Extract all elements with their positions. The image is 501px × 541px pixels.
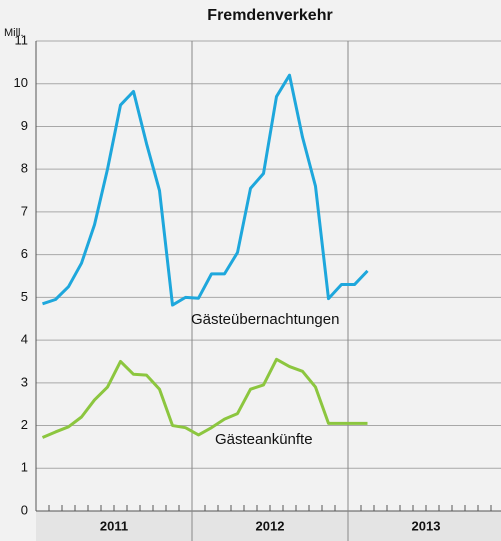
y-tick-label: 7: [21, 203, 28, 218]
x-axis-band: [36, 511, 501, 541]
y-axis-label: Mill.: [4, 27, 24, 39]
chart-title: Fremdenverkehr: [207, 7, 332, 24]
y-tick-label: 6: [21, 246, 28, 261]
y-tick-label: 1: [21, 460, 28, 475]
y-tick-label: 9: [21, 118, 28, 133]
y-tick-label: 0: [21, 502, 28, 517]
x-tick-label: 2011: [100, 518, 128, 533]
y-tick-label: 2: [21, 417, 28, 432]
y-tick-label: 3: [21, 374, 28, 389]
series-label: Gästeankünfte: [215, 431, 313, 448]
y-tick-label: 11: [15, 32, 29, 47]
y-tick-label: 10: [14, 75, 28, 90]
series-label: Gästeübernachtungen: [191, 311, 339, 328]
y-tick-label: 8: [21, 161, 28, 176]
y-tick-label: 5: [21, 289, 28, 304]
line-series: [42, 73, 369, 307]
x-tick-label: 2013: [412, 518, 441, 533]
y-tick-label: 4: [21, 332, 28, 347]
x-tick-label: 2012: [256, 518, 285, 533]
line-series: [41, 357, 368, 439]
